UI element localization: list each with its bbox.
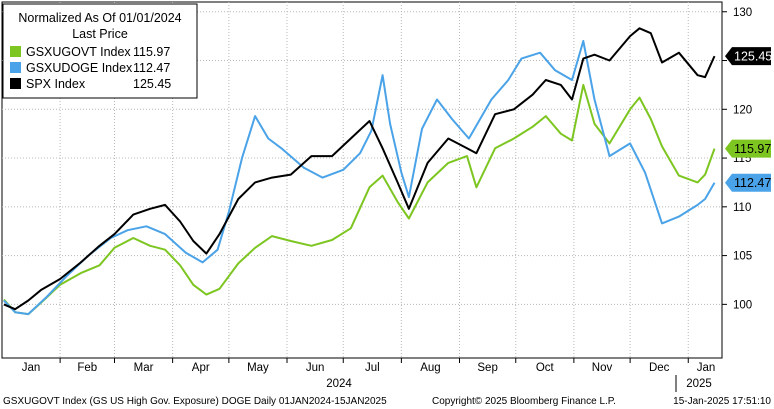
legend-value-gsxudoge: 112.47 <box>133 61 170 75</box>
last-price-label: 112.47 <box>734 176 771 190</box>
legend-label-gsxugovt: GSXUGOVT Index <box>26 45 131 59</box>
last-price-label: 115.97 <box>734 142 771 156</box>
last-price-tag <box>725 47 771 66</box>
footer-copyright: Copyright© 2025 Bloomberg Finance L.P. <box>432 396 616 407</box>
footer-source: GSXUGOVT Index (GS US High Gov. Exposure… <box>3 396 387 407</box>
price-labels: 115.97 112.47 125.45 <box>725 47 772 192</box>
legend-title: Normalized As Of 01/01/2024 <box>18 11 181 25</box>
legend-label-spx: SPX Index <box>26 77 86 91</box>
x-tick-label: Feb <box>77 362 97 374</box>
legend-label-gsxudoge: GSXUDOGE Index <box>26 61 133 75</box>
y-tick-label: 100 <box>733 299 752 311</box>
last-price-tag <box>725 173 771 192</box>
legend-box <box>2 3 198 99</box>
y-axis: 100105110115120125130 <box>722 7 752 311</box>
legend-swatch-gsxudoge <box>10 62 21 73</box>
x-tick-label: Dec <box>649 362 670 374</box>
x-tick-label: Jun <box>306 362 325 374</box>
x-tick-label: Jul <box>365 362 380 374</box>
x-tick-label: Mar <box>134 362 154 374</box>
legend-header: Last Price <box>72 27 128 41</box>
y-tick-label: 130 <box>733 7 752 19</box>
x-axis: Jan Feb Mar Apr May Jun Jul Aug Sep Oct Nov Dec Jan <box>22 358 715 374</box>
x-tick-label: May <box>247 362 269 374</box>
footer-timestamp: 15-Jan-2025 17:51:10 <box>673 396 771 407</box>
x-tick-label: Jan <box>697 362 716 374</box>
plot-frame <box>1 1 723 359</box>
grid <box>1 1 723 359</box>
x-tick-label: Sep <box>477 362 497 374</box>
x-tick-label: Aug <box>420 362 440 374</box>
year-label: 2024 <box>326 378 352 390</box>
legend-value-gsxugovt: 115.97 <box>133 45 170 59</box>
legend-value-spx: 125.45 <box>133 77 171 91</box>
y-tick-label: 105 <box>733 251 752 263</box>
footer: GSXUGOVT Index (GS US High Gov. Exposure… <box>3 396 771 407</box>
last-price-label: 125.45 <box>734 50 772 64</box>
x-tick-label: Jan <box>22 362 41 374</box>
legend-swatch-spx <box>10 78 21 89</box>
y-tick-label: 110 <box>733 202 751 214</box>
series-line-spx <box>3 27 716 311</box>
legend-swatch-gsxugovt <box>10 46 21 57</box>
x-tick-label: Nov <box>592 362 613 374</box>
x-tick-label: Apr <box>192 362 210 374</box>
x-tick-label: Oct <box>536 362 555 374</box>
series-line-gsxudoge <box>3 40 716 316</box>
legend: Normalized As Of 01/01/2024 Last Price G… <box>2 3 198 99</box>
y-tick-label: 120 <box>733 104 752 116</box>
series-line-gsxugovt <box>3 83 716 316</box>
last-price-tag <box>725 139 771 158</box>
next-year-label: 2025 <box>686 378 712 390</box>
series-layer <box>3 27 716 316</box>
